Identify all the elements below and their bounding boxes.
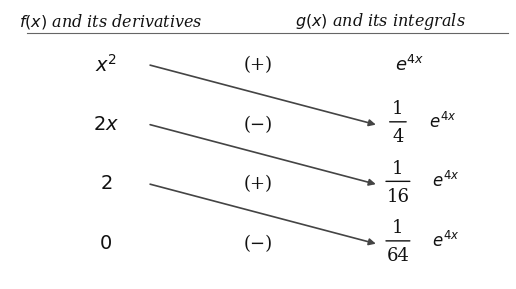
Text: 1: 1	[392, 219, 404, 237]
Text: $e^{4x}$: $e^{4x}$	[395, 55, 425, 75]
Text: (+): (+)	[244, 56, 272, 74]
Text: (−): (−)	[244, 116, 272, 134]
Text: $2$: $2$	[100, 175, 112, 193]
Text: $2x$: $2x$	[93, 116, 119, 134]
Text: $e^{4x}$: $e^{4x}$	[432, 171, 460, 191]
Text: $e^{4x}$: $e^{4x}$	[429, 112, 456, 132]
Text: 16: 16	[386, 188, 409, 206]
Text: $x^2$: $x^2$	[95, 54, 117, 76]
Text: (+): (+)	[244, 175, 272, 193]
Text: 4: 4	[392, 128, 404, 147]
Text: 64: 64	[386, 247, 409, 266]
Text: $g(x)$ and its integrals: $g(x)$ and its integrals	[295, 11, 466, 32]
Text: $e^{4x}$: $e^{4x}$	[432, 231, 460, 251]
Text: (−): (−)	[244, 235, 272, 253]
Text: $0$: $0$	[100, 235, 112, 253]
Text: 1: 1	[392, 100, 404, 118]
Text: $f(x)$ and its derivatives: $f(x)$ and its derivatives	[19, 12, 203, 31]
Text: 1: 1	[392, 160, 404, 178]
